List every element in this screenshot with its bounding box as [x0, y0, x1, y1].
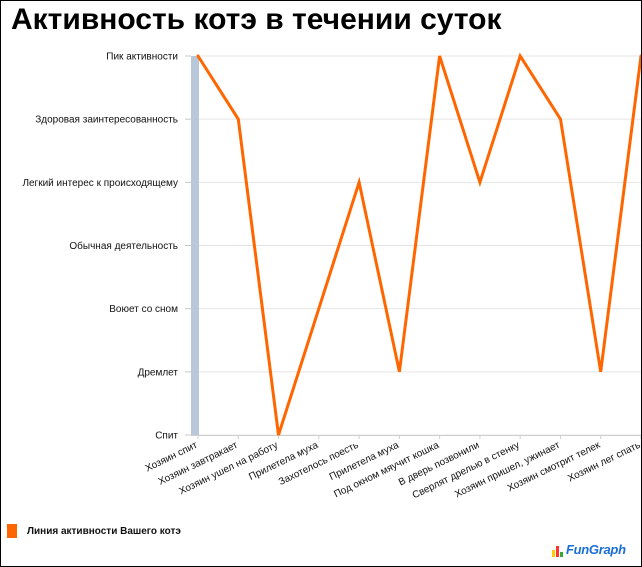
logo-text: FunGraph [566, 542, 626, 557]
y-tick-label: Легкий интерес к происходящему [22, 178, 178, 189]
y-tick-label: Здоровая заинтересованность [35, 115, 178, 126]
chart-title: Активность котэ в течении суток [11, 3, 502, 36]
y-tick-label: Воюет со сном [109, 304, 178, 315]
y-tick-label: Пик активности [106, 52, 178, 63]
bar-chart-icon [552, 543, 563, 557]
x-tick-label: Хозяин лег спать [566, 440, 641, 485]
y-axis-bar [191, 56, 199, 435]
chart-legend: Линия активности Вашего котэ [7, 523, 181, 539]
y-tick-label: Обычная деятельность [69, 240, 178, 252]
legend-swatch [7, 524, 17, 538]
fungraph-logo: FunGraph [552, 541, 626, 557]
y-tick-label: Спит [155, 431, 178, 442]
y-tick-label: Дремлет [138, 367, 179, 378]
legend-label: Линия активности Вашего котэ [27, 525, 181, 537]
series-line [196, 52, 641, 436]
